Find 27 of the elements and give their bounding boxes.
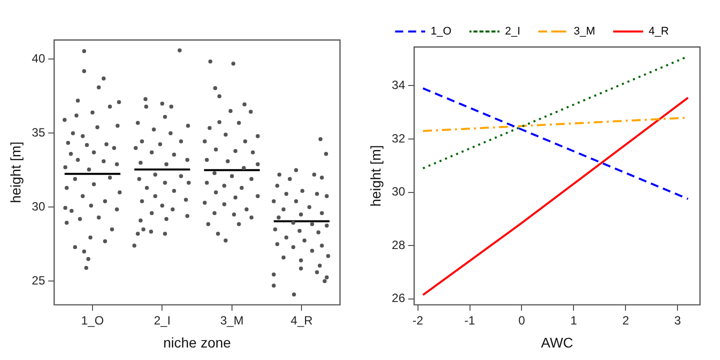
legend-label: 3_M — [574, 26, 596, 38]
y-axis-title: height [m] — [367, 145, 384, 207]
x-axis-title: niche zone — [163, 334, 232, 350]
legend-label: 2_I — [504, 26, 520, 38]
y-tick-label: 40 — [32, 52, 46, 66]
legend-label: 4_R — [648, 26, 669, 38]
y-tick-label: 34 — [392, 78, 406, 92]
y-tick-label: 26 — [392, 291, 406, 306]
y-axis-title: height [m] — [7, 142, 24, 204]
y-tick-label: 30 — [392, 184, 406, 199]
legend-label: 1_O — [430, 26, 452, 38]
y-tick-label: 25 — [32, 273, 46, 288]
x-tick-label: 1_O — [81, 313, 104, 328]
x-tick-label: 0 — [518, 313, 526, 328]
x-tick-label: 1 — [570, 313, 578, 328]
x-tick-label: 2_I — [154, 313, 171, 328]
x-tick-label: -2 — [412, 313, 424, 328]
y-tick-label: 30 — [32, 199, 46, 214]
x-tick-label: -1 — [464, 313, 476, 328]
x-axis-title: AWC — [540, 334, 574, 350]
y-tick-label: 28 — [392, 238, 406, 252]
x-tick-label: 3 — [674, 313, 682, 328]
x-tick-label: 2 — [622, 313, 630, 328]
y-tick-label: 35 — [32, 126, 46, 140]
x-tick-label: 4_R — [290, 313, 313, 328]
y-tick-label: 32 — [392, 131, 406, 146]
x-tick-label: 3_M — [220, 313, 244, 328]
